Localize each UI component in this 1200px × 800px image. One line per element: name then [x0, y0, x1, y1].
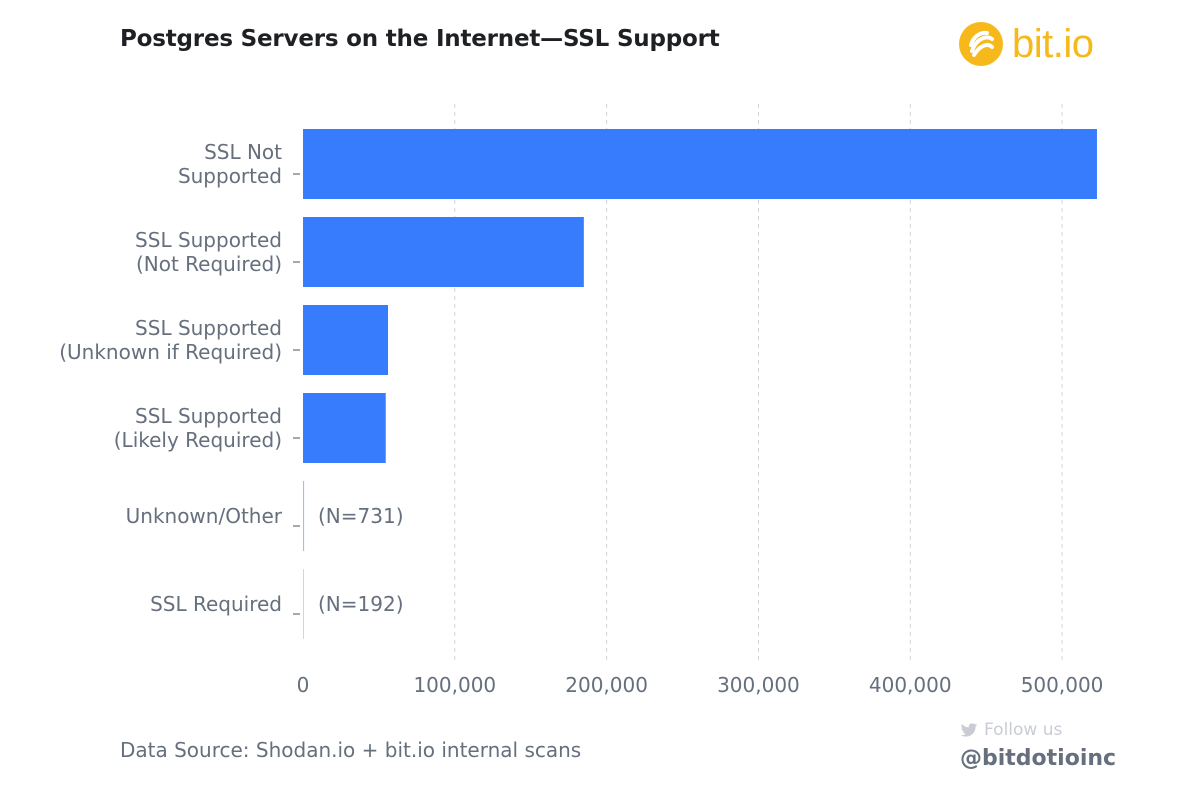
bitio-logo: bit.io [958, 16, 1094, 72]
bitio-logo-icon [959, 22, 1003, 66]
bitio-logo-text: bit.io [1012, 21, 1094, 66]
follow-us-label: Follow us [984, 720, 1063, 740]
category-label: SSL Supported (Unknown if Required) [59, 316, 282, 364]
x-tick-label: 200,000 [565, 673, 648, 697]
x-tick-label: 400,000 [869, 673, 952, 697]
x-tick-label: 100,000 [413, 673, 496, 697]
x-tick-label: 500,000 [1021, 673, 1104, 697]
x-tick-label: 0 [297, 673, 310, 697]
bar-annotation: (N=731) [318, 504, 404, 528]
follow-us[interactable]: Follow us [960, 720, 1062, 740]
chart-title: Postgres Servers on the Internet—SSL Sup… [120, 26, 720, 52]
bar [303, 305, 389, 375]
twitter-icon [960, 722, 978, 737]
bar [303, 569, 304, 639]
bar-annotation: (N=192) [318, 592, 404, 616]
category-label: SSL Supported (Not Required) [135, 228, 282, 276]
category-label: SSL Required [150, 592, 282, 616]
bar [303, 481, 305, 551]
category-label: Unknown/Other [126, 504, 283, 528]
data-source-note: Data Source: Shodan.io + bit.io internal… [120, 738, 582, 762]
category-label: SSL Not Supported [178, 140, 282, 188]
bar [303, 129, 1097, 199]
x-tick-label: 300,000 [717, 673, 800, 697]
bar [303, 217, 584, 287]
category-label: SSL Supported (Likely Required) [114, 404, 282, 452]
twitter-handle[interactable]: @bitdotioinc [960, 746, 1117, 771]
bar [303, 393, 386, 463]
